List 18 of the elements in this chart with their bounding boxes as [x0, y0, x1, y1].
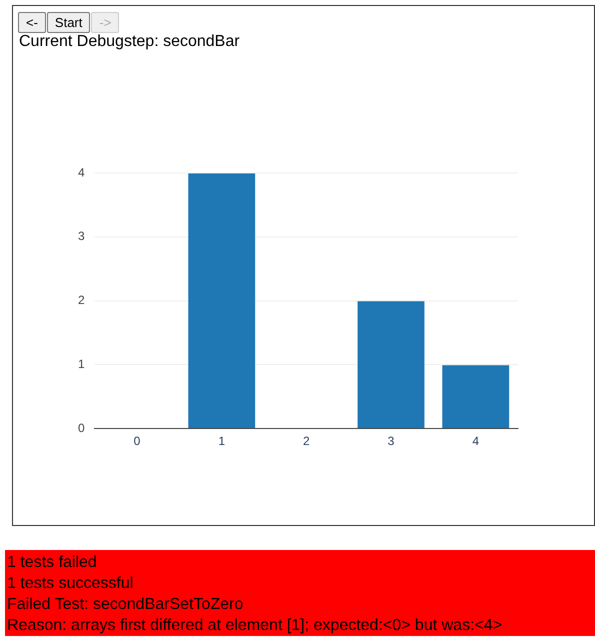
y-tick-label: 1 — [78, 357, 85, 372]
y-tick-label: 2 — [78, 293, 85, 308]
x-tick-label: 1 — [218, 434, 226, 448]
x-tick-label: 4 — [472, 434, 480, 448]
text: Start — [46, 12, 90, 33]
x-tick-label: 0 — [134, 434, 141, 448]
text: 1 tests successful — [7, 574, 134, 594]
x-tick-label: 3 — [388, 434, 395, 448]
x-tick-label: 2 — [302, 434, 310, 448]
text: <- — [18, 12, 46, 33]
text: 1 tests failed — [7, 553, 98, 573]
y-tick-label: 0 — [78, 420, 85, 435]
chart-title: Current Debugstep: secondBar — [19, 33, 240, 51]
text: Failed Test: secondBarSetToZero — [7, 595, 244, 615]
y-tick-label: 4 — [78, 165, 85, 180]
y-tick-label: 3 — [78, 229, 85, 244]
text: Reason: arrays first differed at element [1]; expected:<0> but was:<4> — [7, 616, 504, 636]
text: -> — [91, 12, 120, 33]
